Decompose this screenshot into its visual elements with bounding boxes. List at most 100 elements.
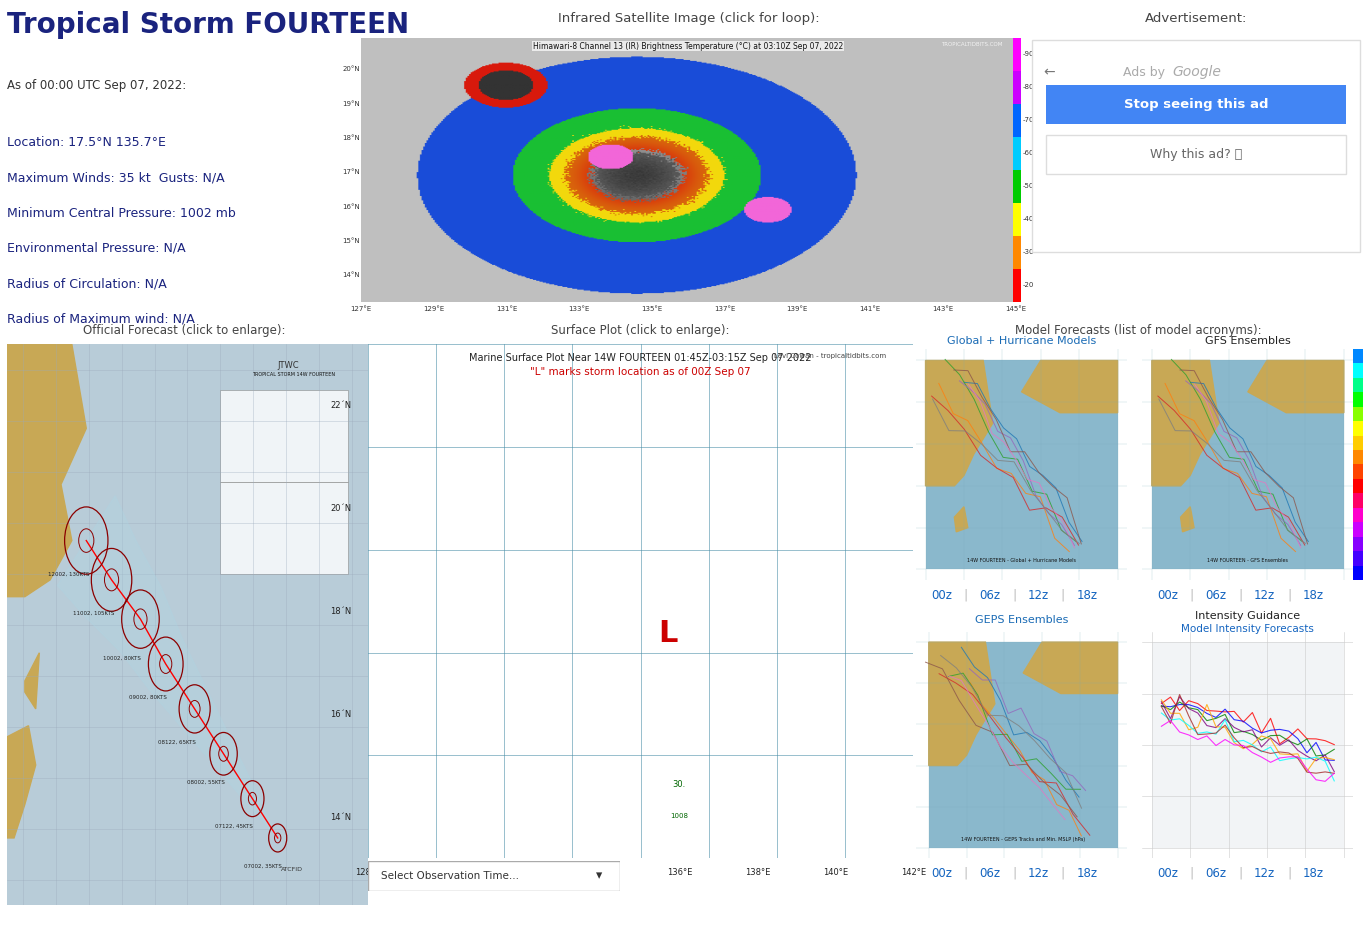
Text: 1008: 1008 [669, 813, 688, 819]
Text: 12002, 130KTS: 12002, 130KTS [48, 571, 89, 577]
Text: 18´N: 18´N [330, 607, 352, 616]
Text: 135°E: 135°E [642, 306, 662, 311]
Text: 06z: 06z [1206, 867, 1227, 880]
Text: 06z: 06z [980, 867, 1000, 880]
Bar [1353, 392, 1363, 406]
Text: Marine Surface Plot Near 14W FOURTEEN 01:45Z-03:15Z Sep 07 2022: Marine Surface Plot Near 14W FOURTEEN 01… [469, 354, 812, 363]
Text: -70: -70 [1022, 117, 1035, 124]
Text: |: | [1239, 588, 1243, 602]
Text: 137°E: 137°E [714, 306, 736, 311]
Text: 17°N: 17°N [342, 170, 360, 175]
Text: |: | [1013, 867, 1017, 880]
Bar [1045, 135, 1347, 174]
Text: -90: -90 [1022, 51, 1035, 58]
Polygon shape [954, 506, 968, 532]
Text: Tropical Storm FOURTEEN: Tropical Storm FOURTEEN [7, 11, 409, 40]
Text: 22´N: 22´N [331, 402, 352, 410]
Text: 141°E: 141°E [860, 306, 880, 311]
Text: 20°N: 20°N [342, 66, 360, 73]
Text: Intensity Guidance: Intensity Guidance [1195, 611, 1300, 621]
Text: 136°E: 136°E [667, 869, 692, 877]
Bar [1013, 203, 1021, 236]
Text: 16´N: 16´N [330, 710, 352, 719]
Bar [1353, 551, 1363, 566]
Text: 30.: 30. [672, 781, 686, 789]
Polygon shape [928, 642, 995, 766]
Text: JTWC: JTWC [278, 361, 300, 370]
Bar [1353, 507, 1363, 522]
Text: Advertisement:: Advertisement: [1145, 12, 1247, 25]
Text: 12z: 12z [1028, 588, 1050, 602]
Bar [1013, 170, 1021, 203]
Text: 00z: 00z [931, 867, 951, 880]
Text: "L" marks storm location as of 00Z Sep 07: "L" marks storm location as of 00Z Sep 0… [530, 368, 751, 377]
Text: 128°E: 128°E [356, 869, 380, 877]
Polygon shape [1180, 506, 1194, 532]
Text: 20´N: 20´N [331, 505, 352, 513]
Text: Ads by: Ads by [1123, 66, 1169, 79]
Text: 19°N: 19°N [342, 101, 360, 107]
Text: 18z: 18z [1303, 867, 1323, 880]
Text: ATCFID: ATCFID [281, 867, 303, 871]
Text: 14W FOURTEEN - Global + Hurricane Models: 14W FOURTEEN - Global + Hurricane Models [968, 558, 1075, 563]
Bar [1013, 104, 1021, 137]
Text: 00z: 00z [931, 588, 951, 602]
Text: 18°N: 18°N [342, 135, 360, 141]
Text: TROPICALTIDBITS.COM: TROPICALTIDBITS.COM [940, 41, 1002, 47]
Text: 10002, 80KTS: 10002, 80KTS [104, 656, 142, 661]
Text: 14W FOURTEEN - GEPS Tracks and Min. MSLP (hPa): 14W FOURTEEN - GEPS Tracks and Min. MSLP… [961, 836, 1085, 842]
Bar [1353, 450, 1363, 464]
Text: -30: -30 [1022, 249, 1035, 256]
Text: 138°E: 138°E [744, 869, 770, 877]
Text: |: | [1287, 867, 1291, 880]
Polygon shape [1249, 360, 1344, 413]
Text: ▾: ▾ [596, 869, 602, 883]
Polygon shape [7, 344, 86, 597]
Text: ←: ← [1043, 65, 1055, 79]
Bar [1353, 436, 1363, 450]
Text: 06z: 06z [1206, 588, 1227, 602]
Bar [1353, 522, 1363, 537]
Text: Model Forecasts (list of model acronyms):: Model Forecasts (list of model acronyms)… [1015, 323, 1261, 337]
Text: L: L [658, 619, 677, 648]
Text: |: | [1287, 588, 1291, 602]
Bar [1353, 537, 1363, 551]
Bar [1353, 378, 1363, 392]
Text: 133°E: 133°E [568, 306, 590, 311]
Text: -80: -80 [1022, 84, 1035, 91]
Polygon shape [1024, 642, 1118, 693]
Text: Stop seeing this ad: Stop seeing this ad [1123, 98, 1269, 111]
Text: 14°N: 14°N [342, 273, 360, 278]
Text: 07002, 35KTS: 07002, 35KTS [244, 864, 282, 869]
Text: 127°E: 127°E [350, 306, 372, 311]
Text: TROPICAL STORM 14W FOURTEEN: TROPICAL STORM 14W FOURTEEN [252, 372, 335, 377]
Text: GFS Ensembles: GFS Ensembles [1205, 336, 1291, 346]
Text: As of 00:00 UTC Sep 07, 2022:: As of 00:00 UTC Sep 07, 2022: [7, 79, 187, 92]
Text: 143°E: 143°E [932, 306, 953, 311]
Text: 129°E: 129°E [424, 306, 444, 311]
Text: -40: -40 [1022, 216, 1035, 223]
Text: 11002, 105KTS: 11002, 105KTS [72, 611, 114, 616]
Text: 12z: 12z [1028, 867, 1050, 880]
Text: Levi Cowan - tropicaltidbits.com: Levi Cowan - tropicaltidbits.com [774, 354, 886, 359]
Text: 08002, 55KTS: 08002, 55KTS [187, 779, 225, 785]
Text: 08122, 65KTS: 08122, 65KTS [158, 740, 195, 745]
Text: Model Intensity Forecasts: Model Intensity Forecasts [1182, 624, 1314, 635]
Bar [1353, 493, 1363, 507]
Text: |: | [1013, 588, 1017, 602]
Polygon shape [57, 496, 278, 838]
Text: 16°N: 16°N [342, 204, 360, 209]
Text: -20: -20 [1022, 282, 1035, 289]
Polygon shape [925, 360, 992, 486]
Text: 142°E: 142°E [901, 869, 925, 877]
Text: 07122, 45KTS: 07122, 45KTS [215, 824, 254, 829]
Polygon shape [7, 726, 35, 838]
Bar [1013, 137, 1021, 170]
Text: Maximum Winds: 35 kt  Gusts: N/A: Maximum Winds: 35 kt Gusts: N/A [7, 172, 225, 184]
Text: 00z: 00z [1157, 867, 1178, 880]
Text: 06z: 06z [980, 588, 1000, 602]
Text: 09002, 80KTS: 09002, 80KTS [128, 695, 166, 701]
Bar [1013, 269, 1021, 302]
Text: -60: -60 [1022, 150, 1035, 157]
Bar [1013, 38, 1021, 71]
